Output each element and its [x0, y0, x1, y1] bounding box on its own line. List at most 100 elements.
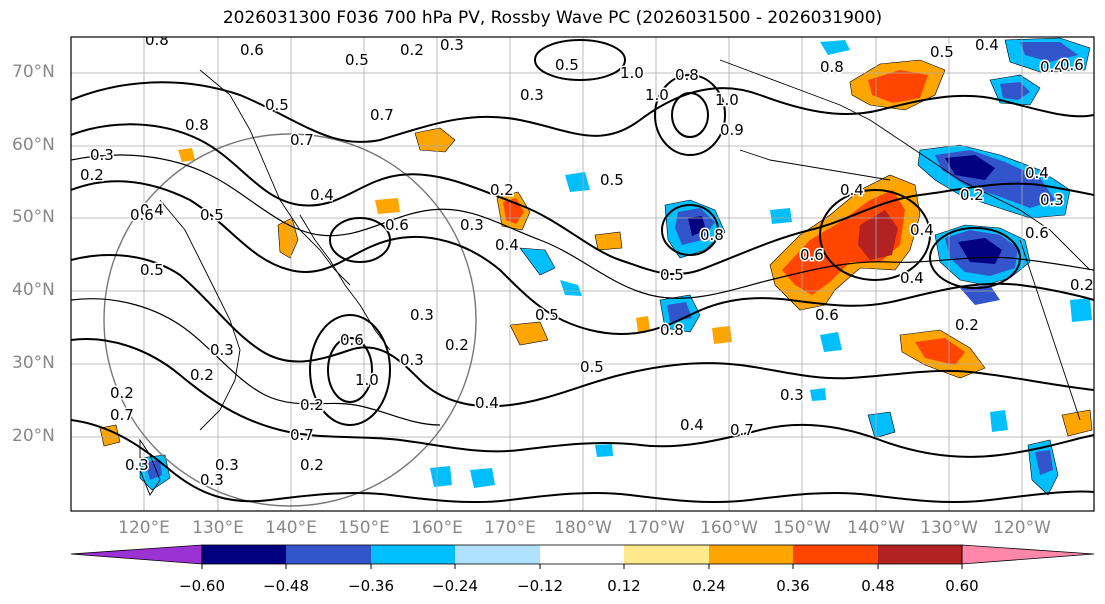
colorbar-segment: [286, 545, 371, 564]
colorbar-tick-label: 0.24: [692, 577, 726, 595]
map-title: 2026031300 F036 700 hPa PV, Rossby Wave …: [222, 8, 883, 28]
lon-label: 160°W: [700, 518, 758, 538]
contour-label: 0.5: [555, 56, 579, 74]
contour-label: 0.3: [400, 351, 424, 369]
lon-label: 150°W: [773, 518, 831, 538]
contour-label: 0.4: [975, 36, 999, 54]
contour-label: 0.2: [110, 384, 134, 402]
contour-label: 0.6: [340, 331, 364, 349]
contour-label: 0.5: [200, 206, 224, 224]
colorbar-frame: [201, 544, 963, 565]
graticule: [71, 37, 1094, 511]
contour-label: 0.4: [310, 186, 334, 204]
contour-label: 0.5: [660, 266, 684, 284]
contour-label: 0.2: [955, 316, 979, 334]
contour-label: 0.5: [265, 96, 289, 114]
contour-label: 1.0: [715, 91, 739, 109]
contour-label: 1.0: [645, 86, 669, 104]
contour-label: 0.2: [445, 336, 469, 354]
lat-label-50n: 50°N: [12, 207, 55, 227]
colorbar-tick-label: 0.12: [607, 577, 641, 595]
lon-label: 180°W: [554, 518, 612, 538]
contour-label: 0.4: [1040, 58, 1064, 76]
colorbar-segment: [709, 545, 793, 564]
lat-label-40n: 40°N: [12, 280, 55, 300]
contour-label: 0.6: [240, 41, 264, 59]
map-frame: [70, 36, 1095, 512]
contour-label: 0.6: [130, 206, 154, 224]
contour-label: 0.9: [720, 121, 744, 139]
contour-label: 0.3: [90, 146, 114, 164]
contour-label: 0.4: [475, 394, 499, 412]
contour-label: 0.4: [140, 201, 164, 219]
contour-label: 0.6: [385, 216, 409, 234]
lat-label-30n: 30°N: [12, 353, 55, 373]
contour-label: 0.5: [345, 51, 369, 69]
contour-label: 0.8: [145, 31, 169, 49]
contour-label: 0.4: [910, 221, 934, 239]
contour-label: 0.5: [140, 261, 164, 279]
lon-label: 120°W: [993, 518, 1051, 538]
colorbar-tick-label: 0.36: [776, 577, 810, 595]
contour-label: 0.8: [675, 66, 699, 84]
colorbar-segment: [455, 545, 540, 564]
contour-label: 0.7: [730, 421, 754, 439]
contour-label: 0.3: [215, 456, 239, 474]
contour-label: 0.6: [1060, 56, 1084, 74]
lon-label: 170°E: [484, 518, 536, 538]
colorbar-segment: [371, 545, 455, 564]
colorbar-tick-label: 0.48: [861, 577, 895, 595]
colorbar-segment: [878, 545, 962, 564]
contour-label: 0.3: [780, 386, 804, 404]
contour-label: 0.7: [110, 406, 134, 424]
lon-label: 160°E: [411, 518, 463, 538]
reference-circle: [103, 133, 477, 507]
contour-label: 0.3: [210, 341, 234, 359]
colorbar-tick-label: −0.48: [263, 577, 309, 595]
contour-labels: 0.80.2 0.30.60.50.40.50.81.00.50.50.40.60…: [79, 31, 1095, 491]
lon-label: 170°W: [627, 518, 685, 538]
contour-label: 0.7: [290, 131, 314, 149]
colorbar-extend-high: [961, 544, 1095, 565]
lon-label: 120°E: [118, 518, 170, 538]
contour-label: 1.0: [355, 371, 379, 389]
colorbar-tick-label: −0.24: [432, 577, 478, 595]
contour-label: 0.6: [1025, 224, 1049, 242]
colorbar-segment: [624, 545, 709, 564]
colorbar: [70, 544, 1095, 569]
colorbar-segment: [540, 545, 624, 564]
shading-layer: [99, 37, 1093, 496]
contour-label: 0.4: [495, 236, 519, 254]
contour-label: 0.8: [820, 58, 844, 76]
contour-label: 0.4: [840, 181, 864, 199]
lon-label: 150°E: [338, 518, 390, 538]
colorbar-segment: [793, 545, 878, 564]
contour-label: 0.6: [815, 306, 839, 324]
lon-label: 130°E: [192, 518, 244, 538]
contour-label: 0.8: [185, 116, 209, 134]
lat-label-60n: 60°N: [12, 135, 55, 155]
contour-label: 0.2: [490, 181, 514, 199]
contour-label: 0.2: [300, 456, 324, 474]
contour-label: 0.3: [520, 86, 544, 104]
contour-label: 0.3: [1040, 191, 1064, 209]
contour-label: 0.6: [800, 246, 824, 264]
contour-label: 0.2: [190, 366, 214, 384]
contour-label: 0.4: [680, 416, 704, 434]
pv-contours-thin: [71, 154, 1094, 426]
contour-label: 0.2: [80, 166, 104, 184]
contour-label: 0.2: [400, 41, 424, 59]
contour-label: 0.5: [535, 306, 559, 324]
contour-label: 0.7: [290, 426, 314, 444]
contour-label: 0.3: [125, 456, 149, 474]
lat-label-20n: 20°N: [12, 426, 55, 446]
contour-label: 0.3: [200, 471, 224, 489]
positive-anomaly: [99, 59, 1093, 447]
colorbar-tick-label: 0.60: [945, 577, 979, 595]
contour-label: 0.4: [1025, 164, 1049, 182]
colorbar-tick-label: −0.12: [517, 577, 563, 595]
colorbar-tick-label: −0.36: [348, 577, 394, 595]
contour-label: 0.5: [600, 171, 624, 189]
contour-label: 0.8: [700, 226, 724, 244]
